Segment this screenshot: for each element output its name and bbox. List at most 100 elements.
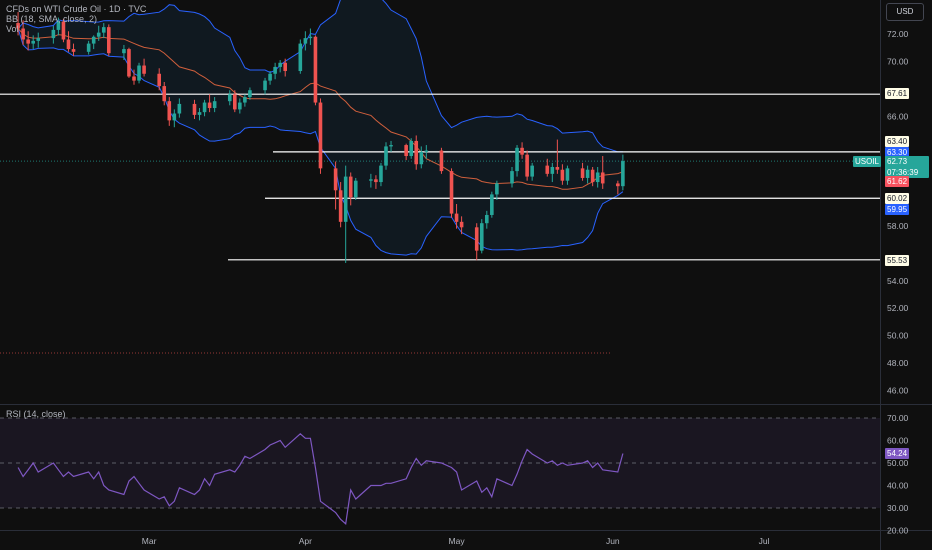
- candle-body: [338, 190, 343, 222]
- candle-body: [379, 165, 383, 183]
- candle-body: [122, 49, 126, 54]
- bb-upper-line: [17, 0, 623, 153]
- currency-button[interactable]: USD: [886, 3, 924, 21]
- candle-body: [16, 23, 20, 29]
- candle-body: [515, 147, 519, 172]
- rsi-tick-label: 40.00: [887, 481, 909, 491]
- candle-body: [454, 213, 459, 222]
- candle-body: [343, 176, 348, 222]
- candle-body: [621, 161, 625, 187]
- candle-body: [227, 94, 232, 102]
- rsi-pane: [0, 417, 880, 525]
- candle-body: [283, 62, 287, 72]
- candle-body: [595, 172, 600, 183]
- candle-body: [31, 40, 35, 44]
- candle-body: [439, 150, 444, 172]
- candle-body: [369, 179, 373, 181]
- candle-body: [36, 38, 41, 41]
- rsi-tick-label: 60.00: [887, 436, 909, 446]
- horizontal-levels[interactable]: [0, 93, 880, 354]
- candle-body: [389, 145, 393, 147]
- candle-body: [61, 21, 66, 40]
- price-tick-label: 58.00: [887, 221, 909, 231]
- candle-body: [197, 112, 202, 115]
- price-tick-label: 72.00: [887, 29, 909, 39]
- bb-upper-label: 63.30: [885, 147, 910, 158]
- candle-body: [177, 103, 182, 114]
- candle-body: [565, 168, 570, 181]
- candle-body: [51, 29, 56, 39]
- candle-body: [318, 102, 323, 169]
- candle-body: [96, 32, 101, 37]
- candle-body: [157, 73, 161, 87]
- price-tick-label: 46.00: [887, 385, 909, 395]
- candle-body: [308, 36, 313, 39]
- last-price-label: 62.73: [887, 157, 908, 166]
- candle-body: [248, 90, 252, 98]
- candle-body: [243, 97, 247, 103]
- price-tick-label: 48.00: [887, 358, 909, 368]
- bb-lower-line: [17, 28, 624, 256]
- last-price-box: 62.73 07:36:39: [885, 156, 929, 178]
- candle-body: [107, 27, 111, 54]
- candle-body: [127, 49, 131, 77]
- price-tick-label: 50.00: [887, 331, 909, 341]
- candle-body: [600, 172, 605, 184]
- level-67-label: 67.61: [885, 88, 910, 99]
- candle-body: [86, 43, 91, 52]
- rsi-tick-label: 30.00: [887, 503, 909, 513]
- time-tick-label: Apr: [299, 536, 312, 546]
- legend-symbol[interactable]: CFDs on WTI Crude Oil · 1D · TVC: [6, 4, 147, 14]
- rsi-tick-label: 50.00: [887, 458, 909, 468]
- rsi-legend[interactable]: RSI (14, close): [6, 409, 66, 419]
- price-tick-label: 66.00: [887, 111, 909, 121]
- legend-vol[interactable]: Vol: [6, 24, 19, 34]
- candle-body: [71, 49, 76, 52]
- level-55-label: 55.53: [885, 255, 910, 266]
- candle-body: [263, 80, 267, 91]
- time-tick-label: Jun: [606, 536, 620, 546]
- candle-body: [313, 36, 318, 103]
- candle-body: [167, 101, 172, 121]
- candle-body: [525, 154, 529, 177]
- candle-body: [404, 145, 408, 157]
- candle-body: [560, 169, 565, 181]
- candle-body: [273, 66, 277, 74]
- rsi-line: [17, 432, 624, 525]
- candle-body: [66, 39, 71, 50]
- candle-body: [298, 43, 303, 72]
- candles: [16, 12, 625, 263]
- time-tick-label: Mar: [142, 536, 157, 546]
- candle-body: [202, 102, 207, 113]
- candle-body: [56, 21, 61, 30]
- axes: 72.00 70.00 66.00 58.00 54.00 52.00 50.00 48.00…: [142, 29, 909, 546]
- candle-body: [101, 27, 106, 33]
- rsi-value-label: 54.24: [885, 448, 910, 459]
- symbol-label: USOIL: [853, 156, 882, 167]
- candle-body: [233, 94, 237, 110]
- candle-body: [353, 180, 358, 198]
- candle-body: [495, 183, 499, 195]
- candle-body: [424, 150, 429, 152]
- candle-body: [555, 166, 560, 170]
- candle-body: [419, 151, 424, 165]
- legend-bb[interactable]: BB (18, SMA, close, 2): [6, 14, 98, 24]
- candle-body: [212, 101, 217, 109]
- candle-body: [26, 39, 30, 44]
- candle-body: [616, 183, 620, 187]
- candle-body: [348, 176, 353, 198]
- rsi-tick-label: 70.00: [887, 413, 909, 423]
- countdown-label: 07:36:39: [887, 168, 919, 177]
- candle-body: [449, 171, 454, 214]
- level-60-label: 60.02: [885, 193, 910, 204]
- candle-body: [374, 179, 378, 183]
- level-63-label: 63.40: [885, 136, 910, 147]
- price-tick-label: 54.00: [887, 276, 909, 286]
- candle-body: [414, 140, 419, 165]
- candle-body: [91, 36, 96, 44]
- candle-body: [409, 140, 413, 157]
- candle-body: [459, 221, 464, 228]
- candle-body: [132, 76, 136, 81]
- candle-body: [162, 86, 167, 102]
